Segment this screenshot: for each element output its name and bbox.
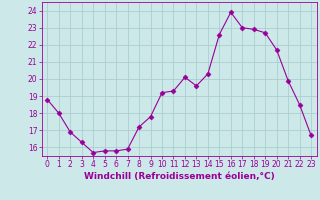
X-axis label: Windchill (Refroidissement éolien,°C): Windchill (Refroidissement éolien,°C) [84,172,275,181]
